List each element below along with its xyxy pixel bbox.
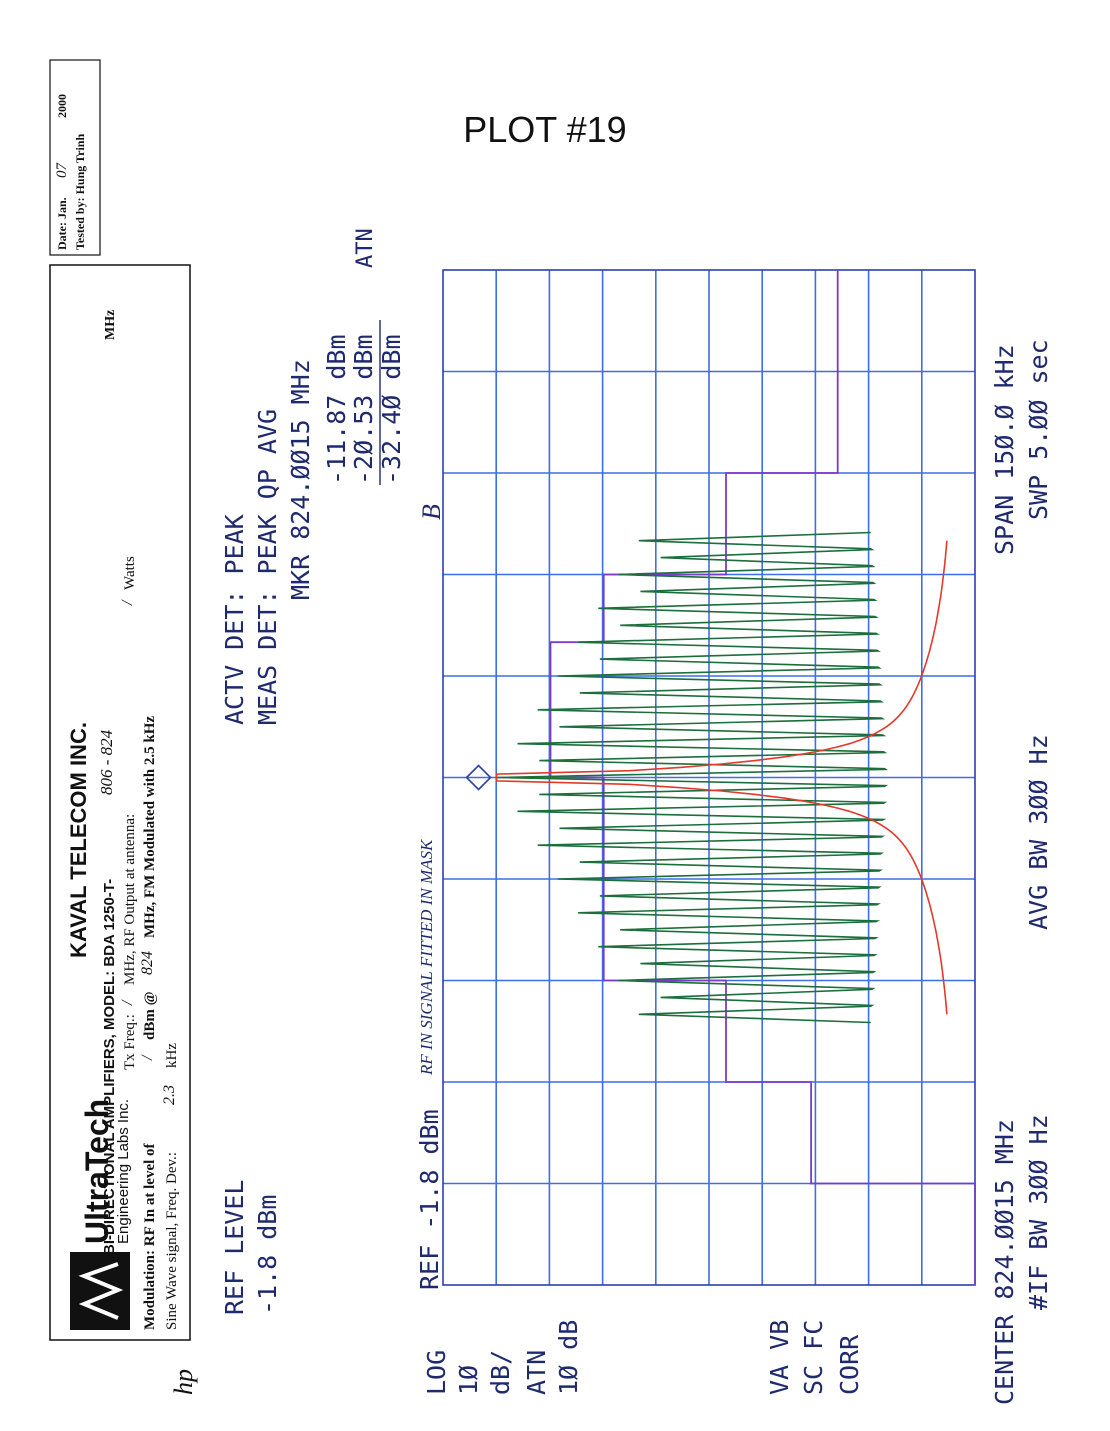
sc-fc-label: SC FC [799,1320,828,1395]
sine-suffix: kHz [164,1043,180,1068]
header-box [49,264,191,1341]
spectrum-plot [442,269,976,1286]
marker-readout: MKR 824.ØØ15 MHz [286,359,315,600]
modulation-suffix: MHz, FM Modulated with 2.5 kHz [142,716,158,938]
marker-value-3: -32.4Ø dBm [377,334,406,485]
rf-output-unit: Watts [122,556,138,590]
va-vb-label: VA VB [765,1320,794,1395]
mod-freq-value: 824 [139,951,156,975]
if-bandwidth: #IF BW 3ØØ Hz [1024,1114,1053,1310]
sine-prefix: Sine Wave signal, Freq. Dev.: [164,1152,180,1330]
rf-in-value: / [139,1054,156,1061]
tx-freq-value: / [119,999,136,1006]
model-line-value: 806 - 824 [97,729,116,795]
logo-emblem [70,1252,130,1330]
date-year: 2000 [55,94,69,118]
tested-by: Tested by: Hung Trinh [73,134,87,250]
date-box [49,59,101,256]
handwritten-note: RF IN SIGNAL FITTED IN MASK [417,838,436,1076]
rf-output-value: / [119,599,136,606]
log-label: LOG [422,1350,451,1395]
marker-value-1: -11.87 dBm [322,334,351,485]
tx-freq-label: Tx Freq.: [122,1014,138,1070]
logo-subtitle: Engineering Labs Inc. [115,1099,132,1244]
company-name: KAVAL TELECOM INC. [66,722,91,958]
corr-label: CORR [835,1334,864,1395]
span: SPAN 15Ø.Ø kHz [990,344,1019,555]
marker-diamond [465,764,492,791]
avg-bandwidth: AVG BW 3ØØ Hz [1024,734,1053,930]
handwritten-mask-letter: B [417,504,446,520]
log-scale-unit: dB/ [486,1350,515,1395]
freq-dev-value: 2.3 [161,1085,178,1105]
center-freq: CENTER 824.ØØ15 MHz [990,1119,1019,1405]
hp-logo: hp [169,1369,198,1395]
modulation-mid: dBm @ [142,991,158,1040]
actv-det: ACTV DET: PEAK [220,514,249,725]
atn-value: 1Ø dB [554,1320,583,1395]
ultratech-logo: UltraTech Engineering Labs Inc. [70,1099,132,1330]
meas-det: MEAS DET: PEAK QP AVG [253,409,282,725]
marker-value-2: -2Ø.53 dBm [349,334,378,485]
log-scale-value: 1Ø [454,1365,483,1395]
date-label: Date: Jan. [55,197,69,250]
modulation-prefix: Modulation: RF In at level of [142,1142,158,1330]
atn-label-top: ATN [353,228,378,268]
plot-title: PLOT #19 [463,109,626,150]
date-value: 07 [54,162,70,179]
ref-level-value: -1.8 dBm [253,1195,282,1315]
model-line-suffix: MHz [103,310,118,340]
logo-name: UltraTech [79,1099,115,1244]
ref-top: REF -1.8 dBm [415,1109,444,1290]
sweep-time: SWP 5.ØØ sec [1024,339,1053,520]
tx-freq-mid: MHz, RF Output at antenna: [122,814,138,985]
atn-label: ATN [522,1350,551,1395]
model-line-prefix: BI-DIRECTIONAL AMPLIFIERS, MODEL: BDA 12… [101,879,118,1255]
emission-mask-line [549,270,976,1285]
average-trace [495,540,948,1015]
plot-frame [442,269,976,1286]
ref-level-label: REF LEVEL [220,1180,249,1315]
